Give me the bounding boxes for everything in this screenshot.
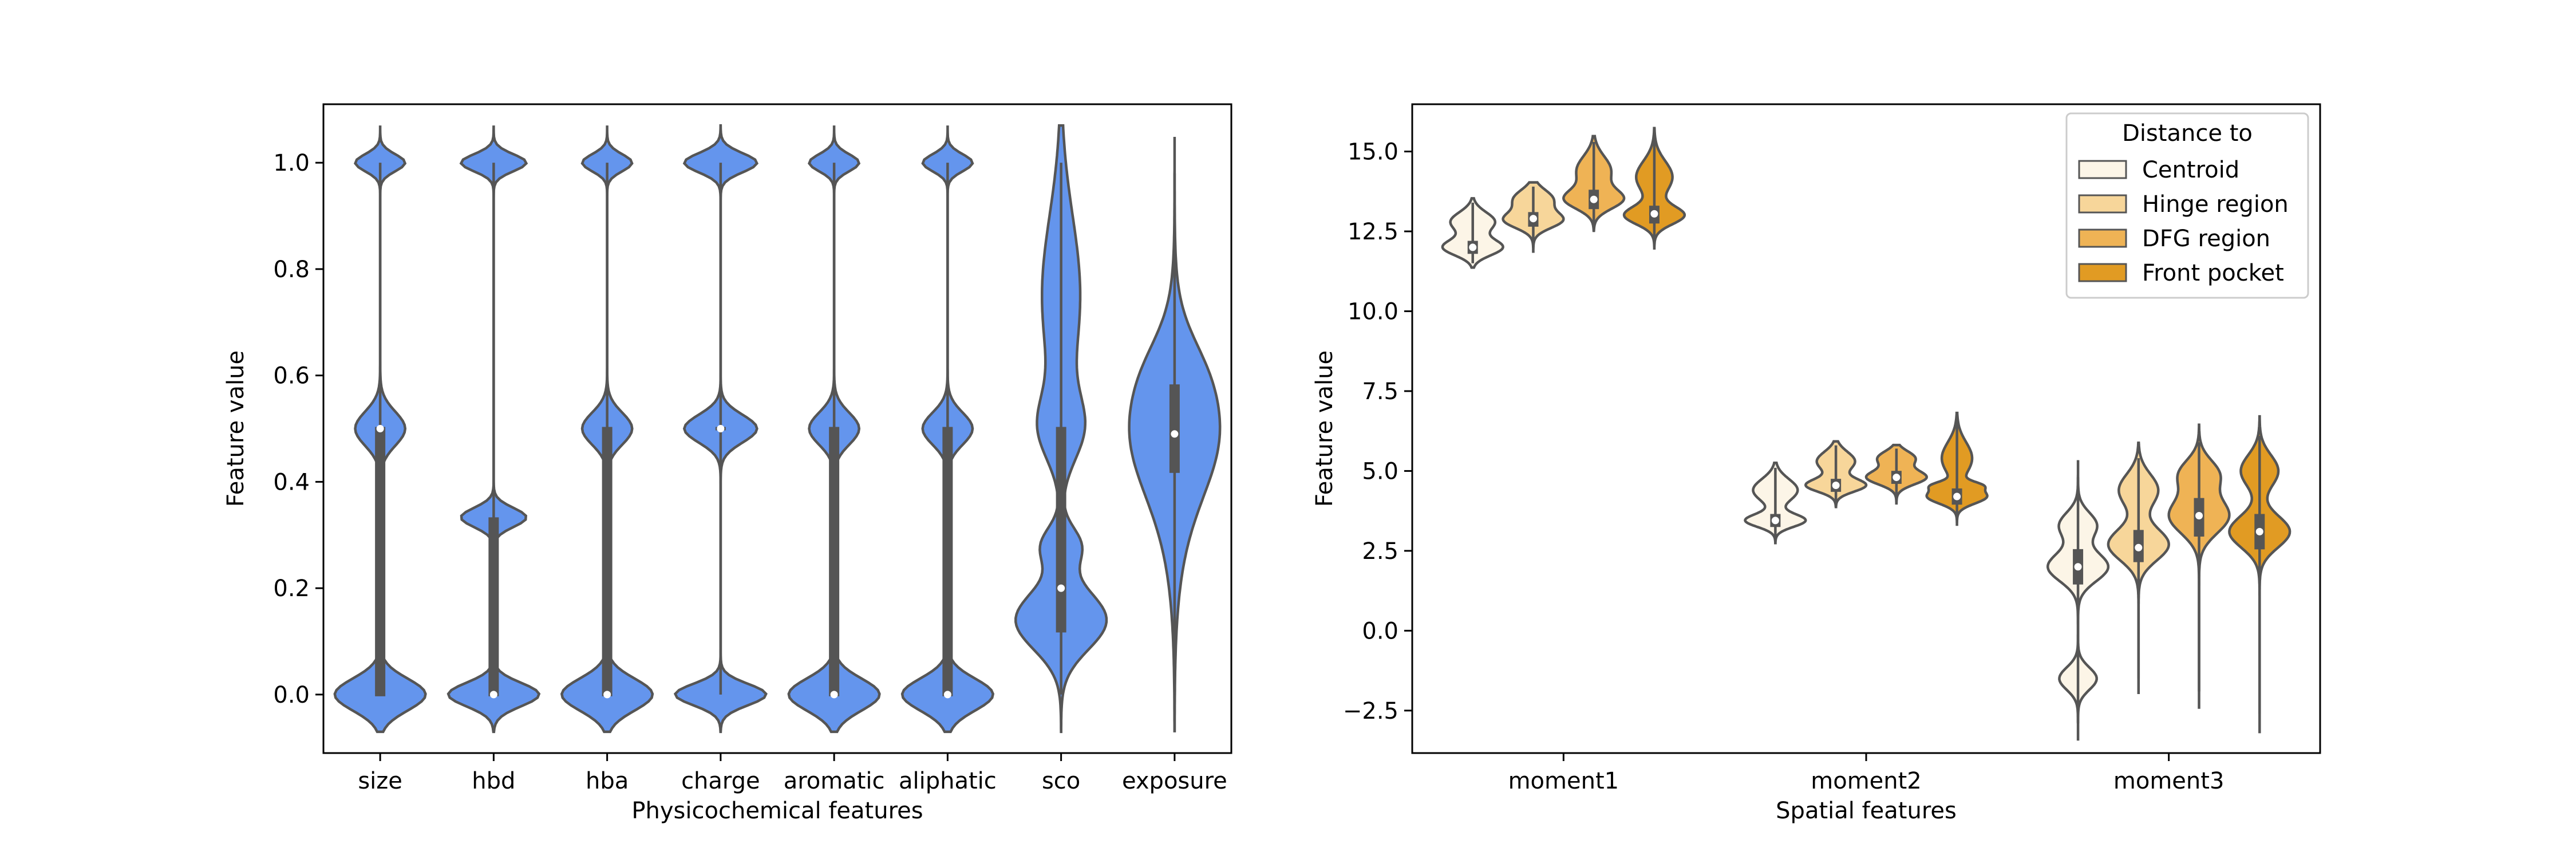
violin-moment1-1-median [1529, 215, 1537, 223]
x-tick-label: charge [681, 768, 760, 794]
x-tick-label: size [358, 768, 402, 794]
legend-swatch [2078, 263, 2127, 282]
legend: Distance to Centroid Hinge region DFG regio… [2065, 112, 2309, 299]
y-axis-label: Feature value [223, 350, 249, 507]
legend-entry: Front pocket [2142, 260, 2284, 286]
violin-aliphatic [900, 125, 995, 734]
violin-moment2-0-median [1771, 517, 1779, 525]
x-tick-label: moment2 [1811, 768, 1922, 794]
x-tick-label: aromatic [784, 768, 885, 794]
y-axis-label: Feature value [1311, 350, 1338, 507]
violin-moment3-0-median [2074, 563, 2082, 571]
violin-size-box [375, 427, 386, 696]
spatial-violin-chart: −2.5 0.0 2.5 5.0 7.5 10.0 12.5 15.0 moment1 momen… [1311, 103, 2321, 824]
violin-group-moment3 [2046, 415, 2291, 741]
legend-swatch [2078, 194, 2127, 214]
y-tick-label: 1.0 [273, 150, 310, 176]
x-tick-label: moment1 [1508, 768, 1619, 794]
violin-size [333, 125, 427, 734]
violin-group-moment2 [1744, 411, 1989, 545]
violin-hbd-box [488, 517, 499, 696]
y-tick-label: 0.2 [273, 576, 310, 602]
x-tick-label: hba [586, 768, 629, 794]
violin-aliphatic-median [943, 691, 951, 699]
y-tick-label: 0.0 [273, 682, 310, 708]
legend-entry: Hinge region [2142, 191, 2289, 218]
legend-swatch [2078, 228, 2127, 248]
violin-aromatic [787, 125, 881, 734]
violin-aliphatic-box [942, 427, 953, 696]
violin-moment3-3-median [2255, 527, 2263, 535]
x-tick-label: sco [1042, 768, 1080, 794]
y-tick-label: 15.0 [1348, 139, 1398, 166]
x-tick-label: exposure [1122, 768, 1227, 794]
plot-frame [1411, 103, 2321, 754]
violin-hba-median [603, 691, 611, 699]
violin-charge-median [717, 425, 725, 432]
violin-group-moment1 [1441, 127, 1686, 269]
violin-sco [1014, 124, 1108, 734]
y-tick-label: 0.6 [273, 363, 310, 389]
violin-charge [673, 124, 768, 734]
legend-title: Distance to [2122, 120, 2253, 147]
violin-hba [560, 125, 654, 734]
y-tick-label: 0.0 [1362, 618, 1398, 644]
x-tick-label: moment3 [2113, 768, 2225, 794]
violin-aromatic-box [829, 427, 840, 696]
violin-sco-box [1056, 427, 1066, 633]
violin-moment3-1-median [2135, 543, 2143, 551]
plot-frame [322, 103, 1232, 754]
x-axis-label: Physicochemical features [631, 798, 923, 824]
y-tick-label: −2.5 [1343, 698, 1398, 724]
violin-hbd-median [489, 691, 497, 699]
x-tick-label: hbd [472, 768, 515, 794]
violin-moment1-2-median [1590, 195, 1598, 203]
y-tick-label: 10.0 [1348, 298, 1398, 325]
legend-entry: Centroid [2142, 157, 2239, 183]
y-tick-label: 12.5 [1348, 219, 1398, 245]
violin-hbd [447, 125, 541, 734]
violin-moment1-3-median [1650, 210, 1658, 218]
violin-aromatic-median [830, 691, 838, 699]
violin-moment3-2-median [2195, 512, 2203, 520]
y-tick-label: 0.4 [273, 469, 310, 495]
violin-hba-box [602, 427, 613, 696]
y-tick-label: 2.5 [1362, 538, 1398, 565]
y-tick-label: 0.8 [273, 257, 310, 283]
legend-entry: DFG region [2142, 226, 2270, 252]
y-tick-label: 5.0 [1362, 458, 1398, 484]
violin-exposure-box [1169, 384, 1180, 473]
violin-moment2-3-median [1953, 492, 1961, 501]
x-axis-label: Spatial features [1776, 798, 1957, 824]
violin-moment2-2-median [1893, 474, 1901, 482]
physicochemical-violin-chart: 0.0 0.2 0.4 0.6 0.8 1.0 size hbd hba charge aromat… [223, 103, 1232, 824]
violin-sco-median [1057, 584, 1065, 592]
violin-hbd-body [447, 125, 541, 734]
violin-exposure-median [1171, 430, 1179, 438]
violin-exposure [1128, 137, 1222, 732]
violin-size-median [376, 425, 384, 432]
violin-moment1-0-median [1469, 243, 1477, 251]
legend-box [2065, 112, 2309, 299]
violin-moment2-1-median [1832, 482, 1840, 490]
legend-swatch [2078, 160, 2127, 179]
x-tick-label: aliphatic [899, 768, 997, 794]
y-tick-label: 7.5 [1362, 379, 1398, 405]
